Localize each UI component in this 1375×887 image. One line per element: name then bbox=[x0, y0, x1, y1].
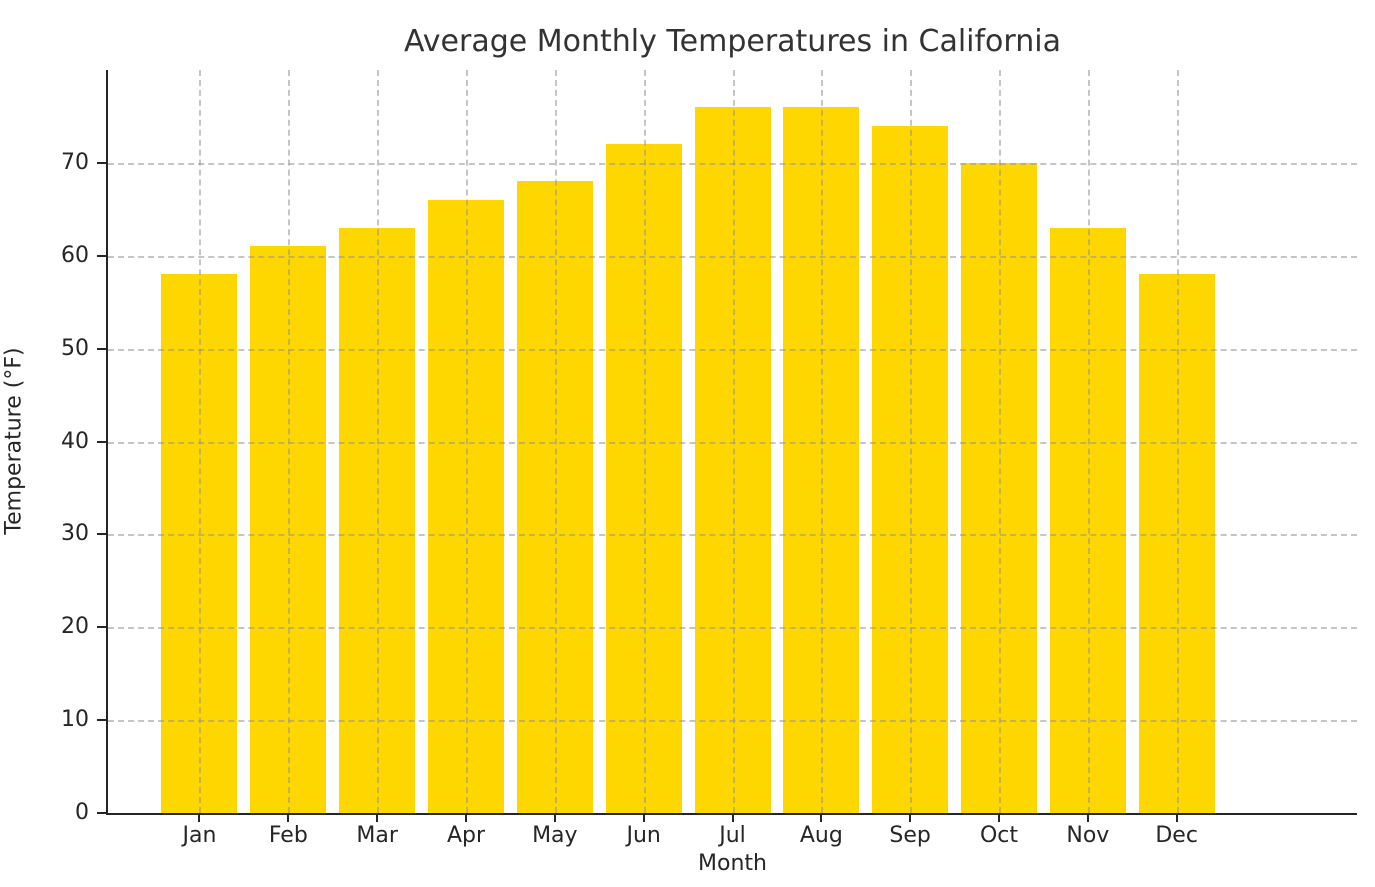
x-tick-mark-apr bbox=[464, 813, 467, 822]
x-tick-mark-sep bbox=[909, 813, 912, 822]
y-tick-mark-0 bbox=[97, 812, 106, 814]
x-tick-label-sep: Sep bbox=[889, 823, 931, 848]
x-tick-label-mar: Mar bbox=[356, 823, 398, 848]
x-tick-label-may: May bbox=[532, 823, 578, 848]
y-tick-label-70: 70 bbox=[61, 149, 89, 175]
x-tick-mark-nov bbox=[1086, 813, 1089, 822]
vgridline-jul bbox=[732, 70, 735, 813]
y-tick-mark-10 bbox=[97, 719, 106, 722]
vgridline-may bbox=[554, 70, 557, 813]
x-tick-label-apr: Apr bbox=[446, 823, 486, 848]
vgridline-feb bbox=[288, 70, 291, 813]
vgridline-jun bbox=[643, 70, 646, 813]
x-tick-label-aug: Aug bbox=[799, 823, 843, 848]
vgridline-nov bbox=[1087, 70, 1090, 813]
vgridline-sep bbox=[910, 70, 913, 813]
y-tick-mark-70 bbox=[97, 161, 106, 164]
x-tick-mark-aug bbox=[820, 813, 823, 822]
y-tick-label-30: 30 bbox=[61, 521, 89, 547]
x-tick-mark-jun bbox=[642, 813, 645, 822]
vgridline-oct bbox=[999, 70, 1001, 813]
x-tick-mark-feb bbox=[287, 813, 290, 822]
y-tick-mark-60 bbox=[97, 254, 106, 257]
vgridline-apr bbox=[465, 70, 468, 813]
x-tick-label-dec: Dec bbox=[1155, 823, 1198, 848]
y-tick-label-20: 20 bbox=[61, 614, 89, 640]
x-tick-label-nov: Nov bbox=[1066, 823, 1110, 848]
x-tick-mark-jan bbox=[198, 813, 201, 822]
y-axis-spine bbox=[106, 70, 108, 813]
x-tick-mark-dec bbox=[1175, 813, 1178, 822]
y-tick-label-0: 0 bbox=[75, 800, 89, 825]
x-tick-mark-mar bbox=[376, 813, 379, 822]
vgridline-jan bbox=[199, 70, 202, 813]
chart-title: Average Monthly Temperatures in Californ… bbox=[404, 24, 1061, 59]
x-tick-label-jan: Jan bbox=[182, 823, 217, 848]
x-axis-label: Month bbox=[698, 851, 767, 876]
vgridline-mar bbox=[377, 70, 380, 813]
x-tick-mark-jul bbox=[731, 813, 734, 822]
plot-area bbox=[106, 70, 1357, 815]
y-tick-label-10: 10 bbox=[61, 707, 89, 733]
y-tick-label-60: 60 bbox=[61, 242, 89, 268]
x-tick-mark-may bbox=[553, 813, 556, 822]
y-tick-mark-20 bbox=[97, 626, 106, 629]
vgridline-dec bbox=[1176, 70, 1179, 813]
vgridline-aug bbox=[821, 70, 824, 813]
x-tick-label-jul: Jul bbox=[719, 823, 746, 848]
y-tick-mark-40 bbox=[97, 440, 106, 443]
y-tick-mark-50 bbox=[97, 347, 106, 350]
x-tick-label-jun: Jun bbox=[626, 823, 661, 848]
y-tick-label-50: 50 bbox=[61, 335, 89, 361]
y-tick-mark-30 bbox=[97, 533, 106, 536]
x-tick-mark-oct bbox=[998, 813, 1000, 822]
x-tick-label-feb: Feb bbox=[268, 823, 308, 848]
x-tick-label-oct: Oct bbox=[979, 823, 1019, 848]
y-tick-label-40: 40 bbox=[61, 428, 89, 454]
